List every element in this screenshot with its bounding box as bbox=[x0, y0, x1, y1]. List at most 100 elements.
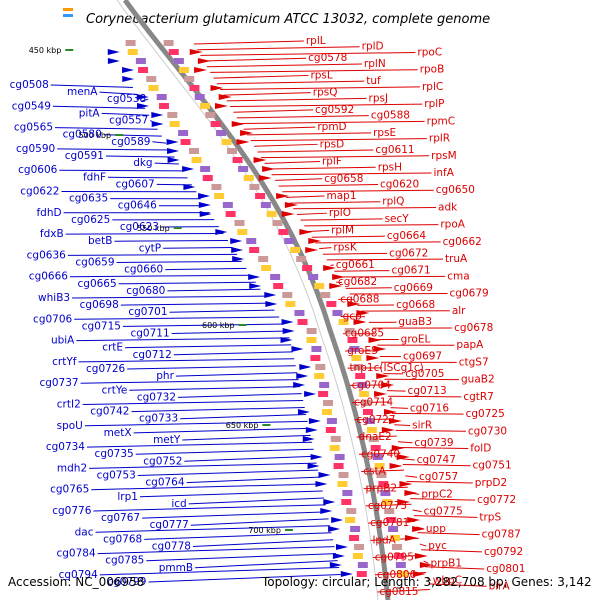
gene-label-reverse: cg0665 bbox=[78, 278, 117, 290]
forward-gene-arrow bbox=[332, 274, 346, 280]
gene-label-reverse: cg0753 bbox=[97, 470, 136, 482]
cog-block-outer bbox=[397, 571, 408, 577]
cog-block-inner bbox=[273, 283, 284, 289]
genome-backbone-inner bbox=[116, 0, 379, 600]
reverse-gene-arrow bbox=[282, 328, 295, 334]
gene-label-forward: cg0611 bbox=[375, 144, 414, 156]
forward-gene-arrow bbox=[281, 211, 295, 217]
reverse-gene-arrow bbox=[296, 373, 309, 379]
label-connector bbox=[59, 169, 184, 172]
cog-block-outer bbox=[376, 472, 387, 478]
forward-gene-arrow bbox=[356, 310, 370, 316]
cog-block-outer bbox=[249, 184, 260, 190]
gene-label-reverse: cg0785 bbox=[105, 555, 144, 567]
label-connector bbox=[122, 323, 284, 327]
cog-block-inner bbox=[338, 472, 349, 478]
gene-label-forward: rplF bbox=[322, 156, 342, 168]
gene-label-reverse: cg0636 bbox=[27, 249, 66, 261]
gene-label-reverse: cg0776 bbox=[52, 505, 91, 517]
forward-gene-arrow bbox=[347, 301, 361, 307]
label-connector bbox=[140, 98, 149, 102]
gene-label-reverse: cg0765 bbox=[50, 484, 89, 496]
label-connector bbox=[391, 412, 464, 415]
forward-gene-arrow bbox=[399, 481, 413, 487]
label-connector bbox=[99, 567, 340, 576]
forward-gene-arrow bbox=[284, 202, 298, 208]
reverse-strand-labels: cg0508 menA cg0538 cg0549 pitA cg0557 cg0565 cg… bbox=[10, 79, 193, 588]
title-bar-icon bbox=[63, 8, 73, 11]
gene-label-reverse: cg0580 bbox=[63, 129, 102, 141]
label-connector bbox=[125, 344, 292, 349]
cog-block-inner bbox=[249, 247, 260, 253]
cog-block-inner bbox=[214, 193, 225, 199]
cog-block-outer bbox=[355, 373, 366, 379]
gene-label-reverse: fdhD bbox=[36, 207, 61, 219]
reverse-gene-arrow bbox=[264, 292, 277, 298]
forward-gene-arrow bbox=[305, 247, 319, 253]
cog-block-inner bbox=[350, 526, 361, 532]
reverse-gene-arrow bbox=[136, 94, 149, 100]
gene-label-forward: cg0588 bbox=[371, 110, 410, 122]
reverse-gene-arrow bbox=[299, 364, 312, 370]
reverse-gene-arrow bbox=[198, 202, 211, 208]
label-connector bbox=[395, 429, 466, 432]
label-connector bbox=[50, 84, 133, 88]
label-connector bbox=[97, 546, 335, 555]
label-connector bbox=[55, 127, 158, 130]
cog-block-inner bbox=[310, 355, 321, 361]
gene-label-forward: rpmD bbox=[317, 121, 346, 133]
label-connector bbox=[103, 134, 162, 137]
gene-label-reverse: cg0711 bbox=[130, 328, 169, 340]
label-connector bbox=[250, 138, 427, 142]
cog-block-outer bbox=[391, 544, 402, 550]
label-connector bbox=[405, 475, 418, 478]
reverse-gene-arrow bbox=[107, 49, 120, 55]
gene-label-forward: guaB2 bbox=[461, 374, 495, 386]
forward-gene-arrow bbox=[389, 463, 403, 469]
gene-label-forward: rplR bbox=[429, 133, 450, 145]
label-connector bbox=[247, 132, 372, 136]
cog-block-inner bbox=[285, 301, 296, 307]
gene-label-forward: rpoB bbox=[420, 64, 445, 76]
gene-label-forward: alr bbox=[452, 305, 466, 317]
gene-label-forward: rpsJ bbox=[369, 92, 389, 104]
cog-block-outer bbox=[378, 481, 389, 487]
title-bar-icon-2 bbox=[63, 14, 73, 17]
label-connector bbox=[402, 463, 471, 467]
gene-label-forward: cg0661 bbox=[336, 259, 375, 271]
label-connector bbox=[300, 218, 383, 221]
cog-block-outer bbox=[194, 94, 205, 100]
reverse-gene-arrow bbox=[248, 274, 261, 280]
label-connector bbox=[186, 476, 320, 484]
gene-label-forward: cg0773 bbox=[368, 500, 407, 512]
cog-block-outer bbox=[386, 517, 397, 523]
reverse-gene-arrow bbox=[331, 517, 344, 523]
label-connector bbox=[101, 112, 150, 116]
gene-label-forward: cg0772 bbox=[477, 494, 516, 506]
gene-label-forward: rpsQ bbox=[313, 87, 338, 99]
label-connector bbox=[72, 295, 266, 299]
label-connector bbox=[345, 287, 392, 289]
gene-label-forward: cg0787 bbox=[482, 529, 521, 541]
label-connector bbox=[271, 172, 432, 176]
gene-label-reverse: cg0715 bbox=[82, 320, 121, 332]
forward-gene-arrow bbox=[210, 85, 224, 91]
label-connector bbox=[361, 469, 405, 472]
gene-label-reverse: cg0646 bbox=[118, 200, 157, 212]
scale-label: 450 kbp bbox=[29, 46, 62, 55]
label-connector bbox=[223, 92, 311, 96]
label-connector bbox=[105, 155, 175, 158]
gene-label-forward: papA bbox=[456, 339, 484, 351]
forward-gene-arrow bbox=[308, 238, 322, 244]
gene-label-reverse: cg0622 bbox=[20, 186, 59, 198]
gene-label-forward: groES bbox=[347, 345, 378, 357]
gene-label-forward: cg0747 bbox=[417, 454, 456, 466]
gene-label-reverse: cg0635 bbox=[69, 193, 108, 205]
reverse-gene-arrow bbox=[151, 112, 164, 118]
cog-block-inner bbox=[306, 337, 317, 343]
label-connector bbox=[173, 351, 293, 356]
title-group: Corynebacterium glutamicum ATCC 13032, c… bbox=[63, 8, 490, 27]
gene-label-reverse: metX bbox=[104, 427, 132, 439]
cog-block-outer bbox=[290, 247, 301, 253]
gene-label-forward: cg0685 bbox=[345, 328, 384, 340]
